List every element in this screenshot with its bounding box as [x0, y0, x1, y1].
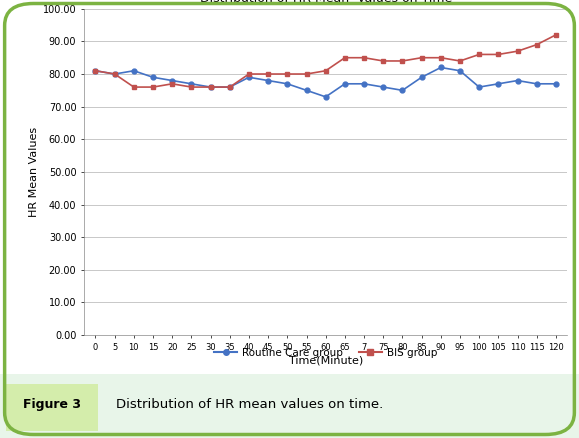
BIS group [361, 55, 368, 60]
Routine Care group [437, 65, 444, 70]
BIS group [399, 58, 406, 64]
Routine Care group [92, 68, 99, 74]
BIS group [495, 52, 502, 57]
Text: Distribution of HR mean values on time.: Distribution of HR mean values on time. [116, 399, 383, 411]
BIS group [437, 55, 444, 60]
Routine Care group [418, 74, 425, 80]
Routine Care group [284, 81, 291, 86]
BIS group [245, 71, 252, 77]
Line: Routine Care group: Routine Care group [93, 65, 558, 99]
BIS group [149, 85, 156, 90]
BIS group [111, 71, 118, 77]
BIS group [456, 58, 463, 64]
BIS group [92, 68, 99, 74]
Routine Care group [342, 81, 349, 86]
BIS group [207, 85, 214, 90]
BIS group [188, 85, 195, 90]
X-axis label: Time(Minute): Time(Minute) [288, 356, 363, 366]
Y-axis label: HR Mean Values: HR Mean Values [28, 127, 39, 217]
Routine Care group [149, 74, 156, 80]
BIS group [284, 71, 291, 77]
BIS group [342, 55, 349, 60]
Routine Care group [495, 81, 502, 86]
BIS group [514, 49, 521, 54]
Routine Care group [111, 71, 118, 77]
BIS group [476, 52, 483, 57]
BIS group [226, 85, 233, 90]
BIS group [380, 58, 387, 64]
Line: BIS group: BIS group [93, 32, 558, 89]
Routine Care group [361, 81, 368, 86]
Routine Care group [168, 78, 175, 83]
Routine Care group [514, 78, 521, 83]
Routine Care group [207, 85, 214, 90]
Routine Care group [399, 88, 406, 93]
BIS group [552, 32, 559, 38]
BIS group [322, 68, 329, 74]
BIS group [168, 81, 175, 86]
BIS group [533, 42, 540, 47]
Routine Care group [456, 68, 463, 74]
Routine Care group [226, 85, 233, 90]
Routine Care group [476, 85, 483, 90]
Routine Care group [188, 81, 195, 86]
Routine Care group [552, 81, 559, 86]
FancyBboxPatch shape [0, 374, 579, 438]
Text: Figure 3: Figure 3 [23, 399, 81, 411]
BIS group [130, 85, 137, 90]
Routine Care group [533, 81, 540, 86]
Routine Care group [380, 85, 387, 90]
BIS group [418, 55, 425, 60]
Routine Care group [303, 88, 310, 93]
Routine Care group [130, 68, 137, 74]
Routine Care group [265, 78, 272, 83]
Title: Distribution of HR Mean  Values on Time: Distribution of HR Mean Values on Time [200, 0, 452, 5]
Legend: Routine Care group, BIS group: Routine Care group, BIS group [210, 344, 441, 362]
Routine Care group [322, 94, 329, 99]
BIS group [265, 71, 272, 77]
FancyBboxPatch shape [6, 384, 98, 431]
BIS group [303, 71, 310, 77]
Routine Care group [245, 74, 252, 80]
